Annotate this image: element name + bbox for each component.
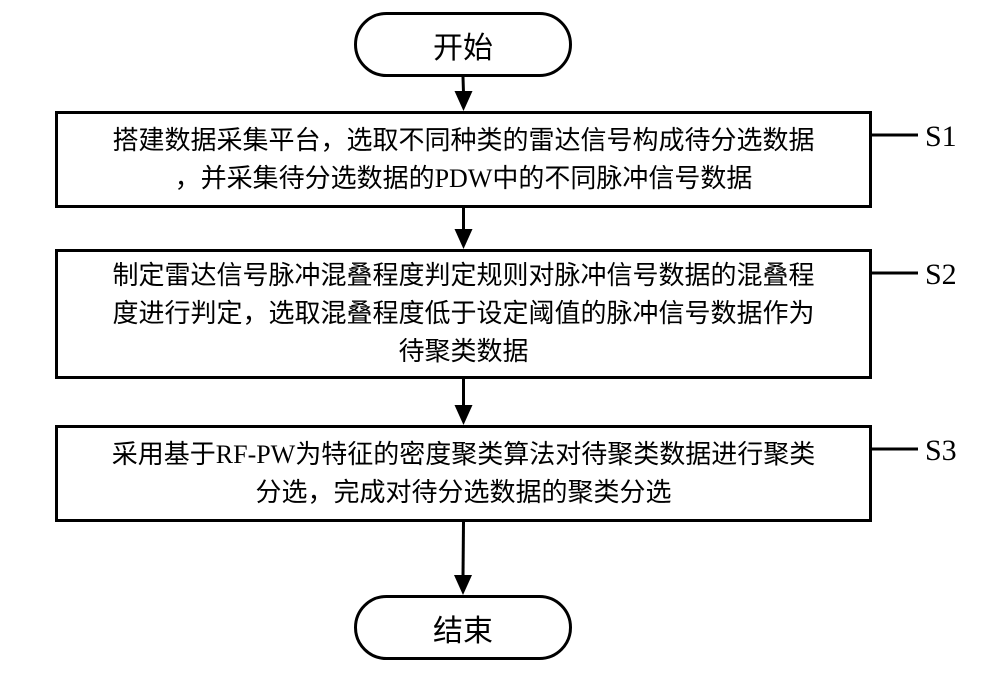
step-label-s2: S2 [925,258,957,292]
process-s1-text: 搭建数据采集平台，选取不同种类的雷达信号构成待分选数据，并采集待分选数据的PDW… [112,122,814,197]
step-label-s1: S1 [925,120,957,154]
start-text: 开始 [433,23,493,67]
start-terminator: 开始 [354,12,572,77]
process-s1: 搭建数据采集平台，选取不同种类的雷达信号构成待分选数据，并采集待分选数据的PDW… [55,111,872,208]
step-label-s3: S3 [925,434,957,468]
process-s2-text: 制定雷达信号脉冲混叠程度判定规则对脉冲信号数据的混叠程度进行判定，选取混叠程度低… [112,257,814,370]
process-s3-text: 采用基于RF-PW为特征的密度聚类算法对待聚类数据进行聚类分选，完成对待分选数据… [112,436,815,511]
end-text: 结束 [433,606,493,650]
process-s2: 制定雷达信号脉冲混叠程度判定规则对脉冲信号数据的混叠程度进行判定，选取混叠程度低… [55,249,872,379]
flowchart-canvas: 开始 搭建数据采集平台，选取不同种类的雷达信号构成待分选数据，并采集待分选数据的… [0,0,1000,687]
end-terminator: 结束 [354,595,572,660]
process-s3: 采用基于RF-PW为特征的密度聚类算法对待聚类数据进行聚类分选，完成对待分选数据… [55,425,872,522]
